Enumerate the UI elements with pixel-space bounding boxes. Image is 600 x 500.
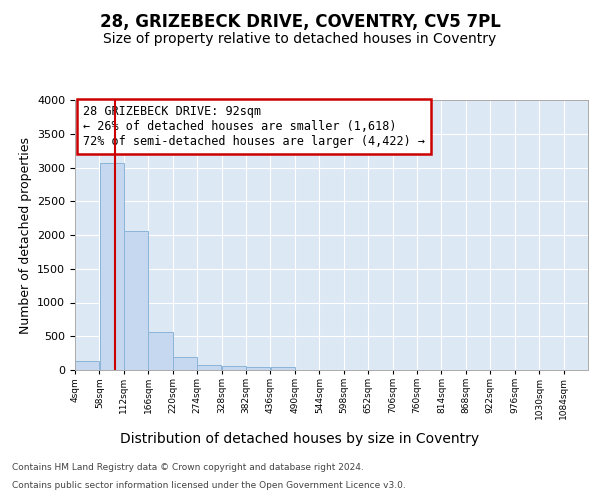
Bar	[221, 366, 246, 370]
Text: Contains public sector information licensed under the Open Government Licence v3: Contains public sector information licen…	[12, 481, 406, 490]
Text: 28, GRIZEBECK DRIVE, COVENTRY, CV5 7PL: 28, GRIZEBECK DRIVE, COVENTRY, CV5 7PL	[100, 12, 500, 30]
Text: Distribution of detached houses by size in Coventry: Distribution of detached houses by size …	[121, 432, 479, 446]
Bar	[271, 367, 295, 370]
Bar	[197, 364, 221, 370]
Y-axis label: Number of detached properties: Number of detached properties	[19, 136, 32, 334]
Text: Contains HM Land Registry data © Crown copyright and database right 2024.: Contains HM Land Registry data © Crown c…	[12, 462, 364, 471]
Bar	[100, 164, 124, 370]
Text: 28 GRIZEBECK DRIVE: 92sqm
← 26% of detached houses are smaller (1,618)
72% of se: 28 GRIZEBECK DRIVE: 92sqm ← 26% of detac…	[83, 106, 425, 148]
Text: Size of property relative to detached houses in Coventry: Size of property relative to detached ho…	[103, 32, 497, 46]
Bar	[173, 357, 197, 370]
Bar	[124, 231, 148, 370]
Bar	[246, 367, 271, 370]
Bar	[148, 332, 173, 370]
Bar	[75, 360, 100, 370]
